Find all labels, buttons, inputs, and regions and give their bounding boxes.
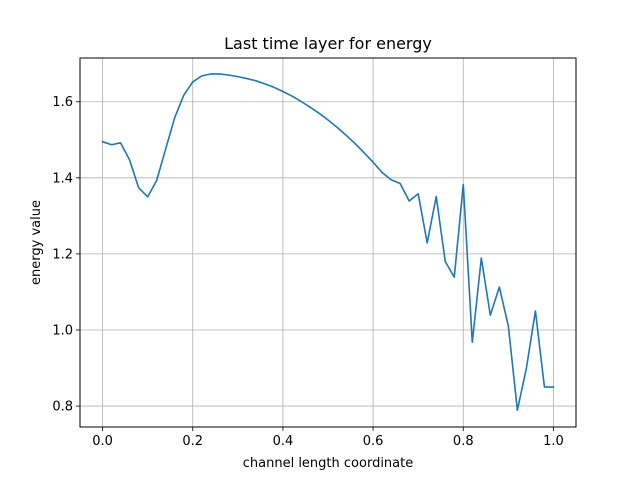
x-tick-label: 1.0 [543,434,564,449]
grid [80,58,576,427]
series-group [101,73,555,412]
x-tick-label: 0.0 [92,434,113,449]
ticks: 0.0 0.2 0.4 0.6 0.8 1.0 0.8 1.0 1.2 1.4 1.6 [52,95,563,449]
x-tick-label: 0.4 [273,434,294,449]
y-axis-label: energy value [29,200,44,285]
x-tick-label: 0.2 [182,434,203,449]
y-tick-label: 1.2 [52,247,73,262]
x-axis-label: channel length coordinate [243,456,413,471]
energy-series-line [101,73,555,412]
x-tick-label: 0.8 [453,434,474,449]
plot-area [80,58,576,427]
y-tick-label: 1.0 [52,323,73,338]
y-tick-label: 0.8 [52,400,73,415]
plot-frame [79,57,577,428]
y-tick-label: 1.6 [52,95,73,110]
x-tick-label: 0.6 [363,434,384,449]
chart-title: Last time layer for energy [224,34,432,53]
y-tick-label: 1.4 [52,171,73,186]
